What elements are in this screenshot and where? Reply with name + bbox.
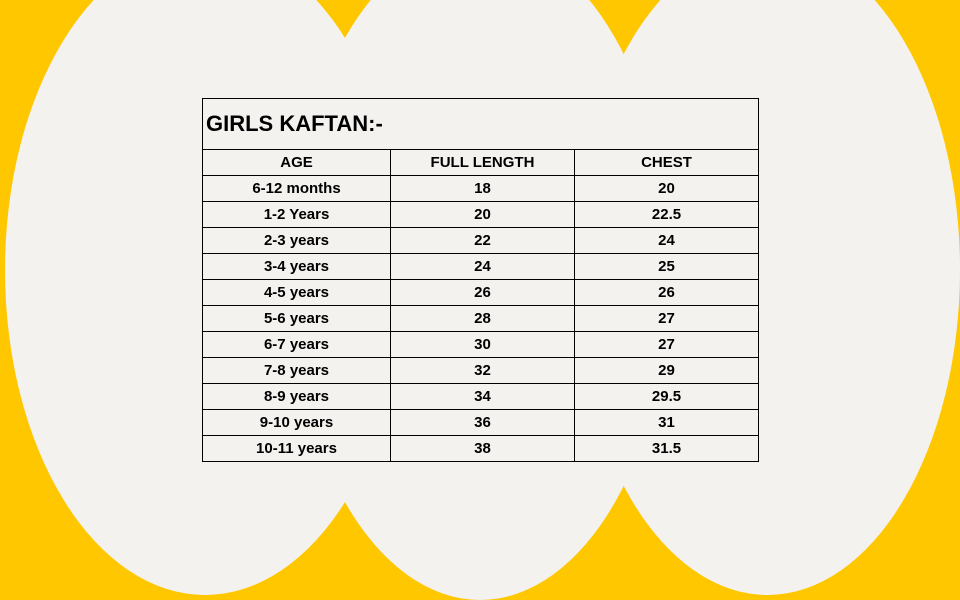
chest-cell: 24	[574, 227, 759, 254]
table-row: 10-11 years 38 31.5	[202, 435, 759, 462]
age-cell: 4-5 years	[202, 279, 391, 306]
table-row: 3-4 years 24 25	[202, 253, 759, 280]
age-cell: 5-6 years	[202, 305, 391, 332]
full-length-cell: 30	[390, 331, 575, 358]
full-length-cell: 38	[390, 435, 575, 462]
age-cell: 3-4 years	[202, 253, 391, 280]
chest-cell: 20	[574, 175, 759, 202]
full-length-cell: 36	[390, 409, 575, 436]
age-cell: 7-8 years	[202, 357, 391, 384]
age-cell: 6-12 months	[202, 175, 391, 202]
chest-cell: 27	[574, 331, 759, 358]
age-cell: 1-2 Years	[202, 201, 391, 228]
full-length-cell: 24	[390, 253, 575, 280]
full-length-cell: 28	[390, 305, 575, 332]
chest-cell: 29	[574, 357, 759, 384]
full-length-cell: 34	[390, 383, 575, 410]
age-cell: 8-9 years	[202, 383, 391, 410]
size-chart-table: GIRLS KAFTAN:- AGE FULL LENGTH CHEST 6-1…	[202, 98, 759, 462]
full-length-cell: 26	[390, 279, 575, 306]
header-row: AGE FULL LENGTH CHEST	[202, 149, 759, 176]
chest-cell: 31.5	[574, 435, 759, 462]
full-length-cell: 18	[390, 175, 575, 202]
title-row: GIRLS KAFTAN:-	[202, 98, 759, 150]
age-cell: 2-3 years	[202, 227, 391, 254]
table-row: 2-3 years 22 24	[202, 227, 759, 254]
header-age: AGE	[202, 149, 391, 176]
chest-cell: 27	[574, 305, 759, 332]
full-length-cell: 32	[390, 357, 575, 384]
table-row: 7-8 years 32 29	[202, 357, 759, 384]
header-chest: CHEST	[574, 149, 759, 176]
table-row: 8-9 years 34 29.5	[202, 383, 759, 410]
table-row: 1-2 Years 20 22.5	[202, 201, 759, 228]
table-row: 5-6 years 28 27	[202, 305, 759, 332]
chest-cell: 31	[574, 409, 759, 436]
table-title: GIRLS KAFTAN:-	[202, 98, 759, 150]
age-cell: 10-11 years	[202, 435, 391, 462]
table-row: 4-5 years 26 26	[202, 279, 759, 306]
header-full-length: FULL LENGTH	[390, 149, 575, 176]
age-cell: 9-10 years	[202, 409, 391, 436]
chest-cell: 25	[574, 253, 759, 280]
full-length-cell: 20	[390, 201, 575, 228]
table-row: 6-12 months 18 20	[202, 175, 759, 202]
table-row: 9-10 years 36 31	[202, 409, 759, 436]
age-cell: 6-7 years	[202, 331, 391, 358]
table-row: 6-7 years 30 27	[202, 331, 759, 358]
chest-cell: 22.5	[574, 201, 759, 228]
full-length-cell: 22	[390, 227, 575, 254]
chest-cell: 29.5	[574, 383, 759, 410]
chest-cell: 26	[574, 279, 759, 306]
